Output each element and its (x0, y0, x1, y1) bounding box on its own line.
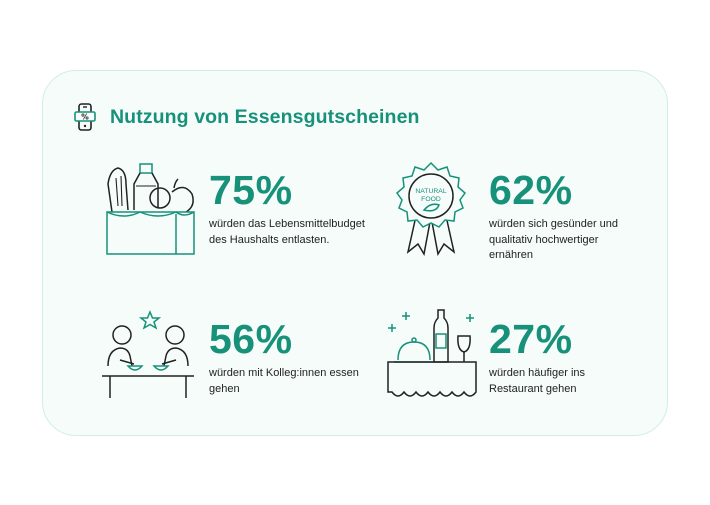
card-header: % Nutzung von Essensgutscheinen (74, 103, 420, 131)
stat-description-4: würden häufiger ins Restaurant gehen (489, 367, 586, 395)
stat-description-3: würden mit Kolleg:innen essen gehen (209, 367, 359, 395)
colleagues-eating-icon (102, 310, 194, 398)
svg-text:NATURAL: NATURAL (415, 188, 446, 195)
stat-description-1: würden das Lebensmittelbudget des Hausha… (209, 218, 365, 246)
stat-block-3: 56% würden mit Kolleg:innen essen gehen (209, 319, 359, 397)
phone-voucher-icon: % (74, 103, 96, 131)
stat-percentage-4: 27% (489, 316, 573, 362)
svg-text:%: % (81, 112, 89, 121)
stat-block-2: 62% würden sich gesünder und qualitativ … (489, 170, 618, 264)
svg-text:FOOD: FOOD (421, 196, 441, 203)
page-title: Nutzung von Essensgutscheinen (110, 105, 420, 128)
stat-percentage-1: 75% (209, 167, 293, 213)
grocery-bag-icon (106, 163, 195, 255)
stat-percentage-2: 62% (489, 167, 573, 213)
stat-block-4: 27% würden häufiger ins Restaurant gehen (489, 319, 585, 397)
stat-description-2: würden sich gesünder und qualitativ hoch… (489, 218, 619, 261)
natural-food-badge-icon: NATURAL FOOD (395, 161, 467, 256)
info-card (42, 70, 668, 436)
restaurant-table-icon (387, 309, 477, 397)
stat-percentage-3: 56% (209, 316, 293, 362)
stat-block-1: 75% würden das Lebensmittelbudget des Ha… (209, 170, 365, 248)
